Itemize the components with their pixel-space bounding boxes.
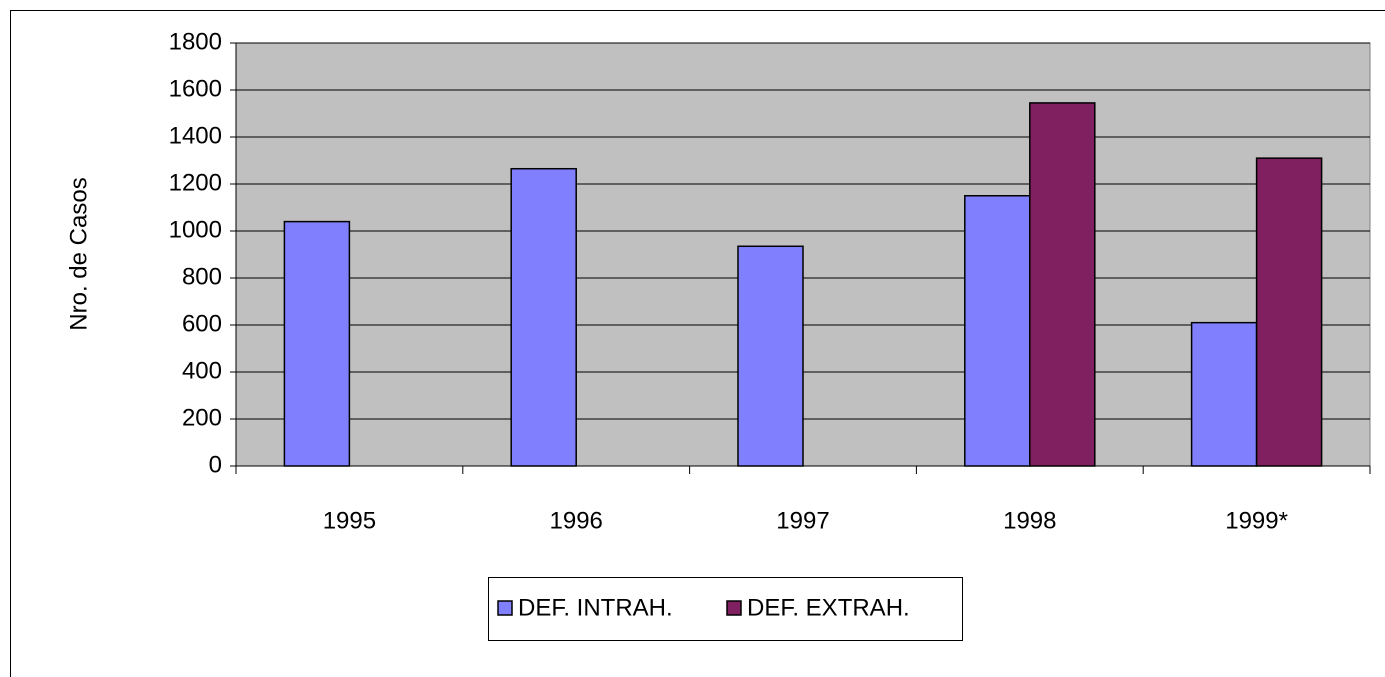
y-tick-label: 1600: [169, 75, 222, 102]
x-tick-label: 1997: [776, 507, 829, 534]
y-tick-label: 1200: [169, 169, 222, 196]
x-tick-label: 1999*: [1225, 507, 1288, 534]
y-tick-label: 1400: [169, 122, 222, 149]
legend-label: DEF. EXTRAH.: [747, 594, 910, 621]
y-tick-label: 600: [182, 310, 222, 337]
bar: [737, 245, 804, 467]
legend-box: [488, 577, 963, 641]
bar: [510, 167, 577, 467]
bar: [1190, 321, 1258, 467]
bar: [1255, 157, 1323, 467]
x-tick-label: 1996: [550, 507, 603, 534]
y-tick-label: 1000: [169, 216, 222, 243]
bar: [283, 220, 351, 467]
legend-label: DEF. INTRAH.: [518, 594, 673, 621]
y-tick-label: 400: [182, 357, 222, 384]
bar: [964, 195, 1031, 467]
y-tick-label: 1800: [169, 28, 222, 55]
y-tick-label: 800: [182, 263, 222, 290]
x-tick-label: 1998: [1003, 507, 1056, 534]
y-tick-label: 0: [209, 451, 222, 478]
legend-swatch: [497, 600, 513, 616]
y-tick-label: 200: [182, 404, 222, 431]
y-axis-label: Nro. de Casos: [65, 177, 92, 330]
legend-swatch: [726, 600, 742, 616]
bar: [1029, 102, 1096, 467]
x-tick-label: 1995: [323, 507, 376, 534]
